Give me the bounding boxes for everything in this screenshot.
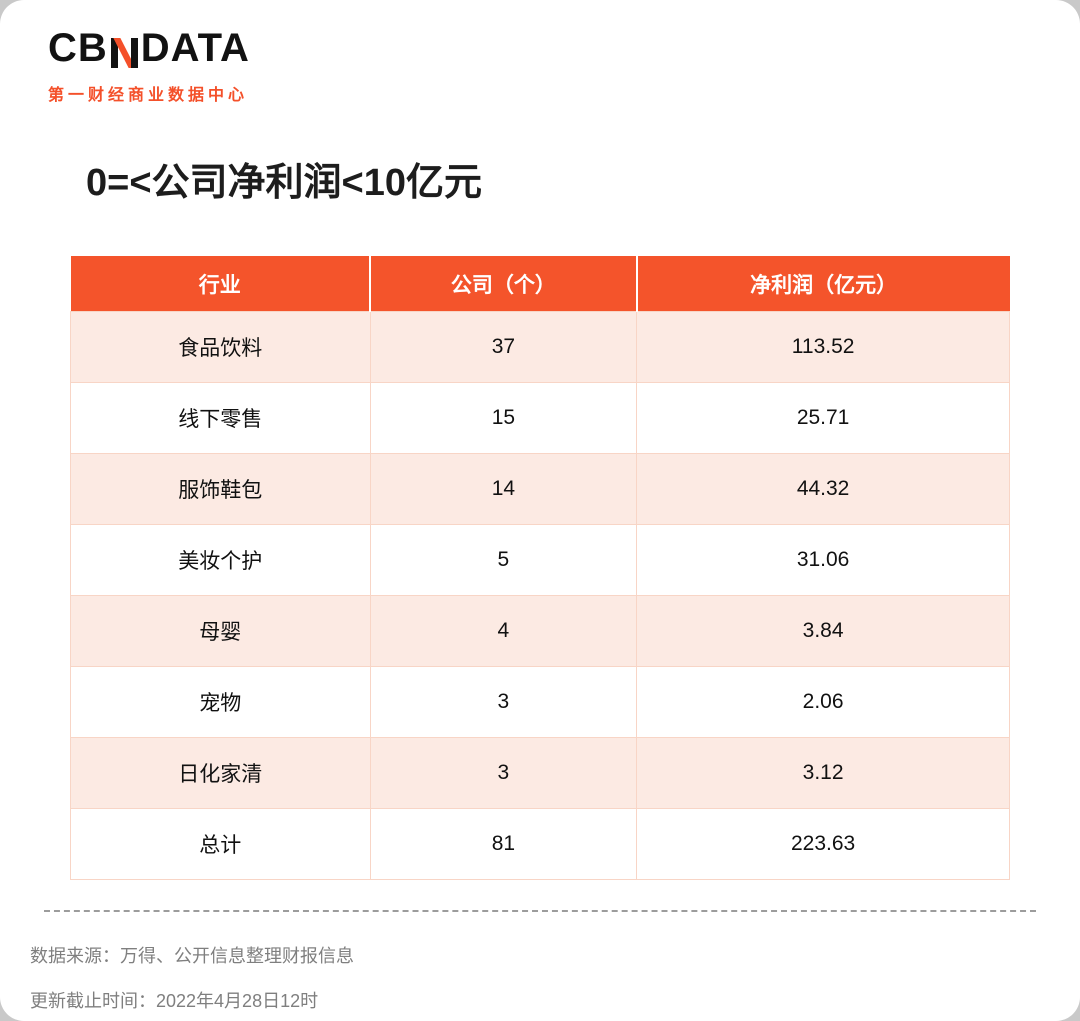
table-row: 日化家清 3 3.12 <box>70 737 1010 809</box>
column-header-net-profit: 净利润（亿元） <box>636 256 1010 312</box>
brand-tagline: 第一财经商业数据中心 <box>48 87 249 104</box>
cbndata-logo: CB DATA <box>48 28 1080 68</box>
industry-cell: 线下零售 <box>70 382 371 454</box>
column-header-industry: 行业 <box>70 256 372 312</box>
net-profit-cell: 31.06 <box>636 524 1010 596</box>
logo-text-cb: CB <box>48 26 108 70</box>
net-profit-cell: 223.63 <box>636 808 1010 880</box>
table-row: 母婴 4 3.84 <box>70 595 1010 667</box>
table-row: 食品饮料 37 113.52 <box>70 311 1010 383</box>
column-header-company-count: 公司（个） <box>370 256 638 312</box>
net-profit-cell: 44.32 <box>636 453 1010 525</box>
company-count-cell: 15 <box>369 382 638 454</box>
industry-cell: 母婴 <box>70 595 371 667</box>
company-count-cell: 4 <box>369 595 638 667</box>
industry-cell: 宠物 <box>70 666 371 738</box>
industry-cell: 服饰鞋包 <box>70 453 371 525</box>
table-row: 总计 81 223.63 <box>70 808 1010 880</box>
table-row: 美妆个护 5 31.06 <box>70 524 1010 596</box>
data-source-note: 数据来源：万得、公开信息整理财报信息 <box>30 946 354 966</box>
dashed-divider <box>44 910 1036 912</box>
net-profit-cell: 25.71 <box>636 382 1010 454</box>
company-count-cell: 5 <box>369 524 638 596</box>
company-count-cell: 3 <box>369 666 638 738</box>
net-profit-cell: 113.52 <box>636 311 1010 383</box>
table-body: 食品饮料 37 113.52 线下零售 15 25.71 服饰鞋包 14 44.32 美妆个护 5 3… <box>70 311 1010 880</box>
table-row: 宠物 3 2.06 <box>70 666 1010 738</box>
net-profit-cell: 2.06 <box>636 666 1010 738</box>
logo-text-data: DATA <box>140 26 250 70</box>
company-count-cell: 37 <box>369 311 638 383</box>
data-table-container: 行业 公司（个） 净利润（亿元） 食品饮料 37 113.52 线下零售 15 25.71 服饰… <box>70 256 1010 880</box>
net-profit-cell: 3.12 <box>636 737 1010 809</box>
industry-cell: 日化家清 <box>70 737 371 809</box>
industry-cell: 美妆个护 <box>70 524 371 596</box>
company-count-cell: 14 <box>369 453 638 525</box>
company-count-cell: 81 <box>369 808 638 880</box>
company-count-cell: 3 <box>369 737 638 809</box>
table-row: 线下零售 15 25.71 <box>70 382 1010 454</box>
page-title: 0=<公司净利润<10亿元 <box>86 162 482 204</box>
data-table: 行业 公司（个） 净利润（亿元） 食品饮料 37 113.52 线下零售 15 25.71 服饰… <box>70 256 1010 880</box>
industry-cell: 食品饮料 <box>70 311 371 383</box>
footer: 数据来源：万得、公开信息整理财报信息 更新截止时间：2022年4月28日12时 <box>30 934 1080 1021</box>
update-time-note: 更新截止时间：2022年4月28日12时 <box>30 991 319 1011</box>
industry-cell: 总计 <box>70 808 371 880</box>
logo-letter-n-icon <box>110 38 138 68</box>
net-profit-cell: 3.84 <box>636 595 1010 667</box>
table-header-row: 行业 公司（个） 净利润（亿元） <box>70 256 1010 312</box>
brand-header: CB DATA 第一财经商业数据中心 <box>48 28 1080 105</box>
table-row: 服饰鞋包 14 44.32 <box>70 453 1010 525</box>
